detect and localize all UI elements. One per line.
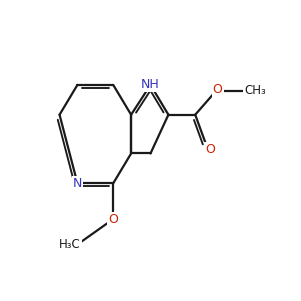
Text: O: O bbox=[213, 83, 222, 96]
Text: O: O bbox=[108, 213, 118, 225]
Text: CH₃: CH₃ bbox=[244, 84, 266, 97]
Text: N: N bbox=[73, 177, 82, 190]
Text: O: O bbox=[205, 142, 215, 156]
Text: NH: NH bbox=[141, 78, 160, 92]
Text: H₃C: H₃C bbox=[59, 238, 81, 251]
